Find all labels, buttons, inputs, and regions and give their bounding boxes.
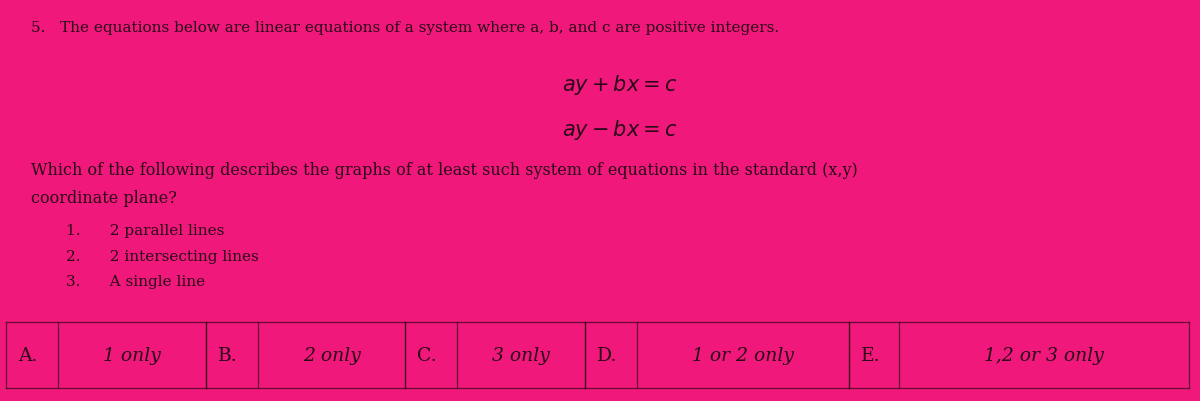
Text: 1 or 2 only: 1 or 2 only [692, 346, 794, 364]
Text: B.: B. [218, 346, 238, 364]
Text: coordinate plane?: coordinate plane? [31, 190, 178, 207]
Text: $ay + bx = c$: $ay + bx = c$ [563, 73, 678, 97]
Text: D.: D. [598, 346, 617, 364]
Text: 2.      2 intersecting lines: 2. 2 intersecting lines [66, 249, 259, 263]
Text: 3 only: 3 only [492, 346, 550, 364]
Text: 2 only: 2 only [302, 346, 360, 364]
Text: C.: C. [418, 346, 437, 364]
Text: $ay - bx = c$: $ay - bx = c$ [563, 117, 678, 141]
Text: 3.      A single line: 3. A single line [66, 275, 205, 289]
Text: 1 only: 1 only [103, 346, 161, 364]
Text: 1,2 or 3 only: 1,2 or 3 only [984, 346, 1104, 364]
Text: Which of the following describes the graphs of at least such system of equations: Which of the following describes the gra… [31, 162, 858, 179]
Text: 5.   The equations below are linear equations of a system where a, b, and c are : 5. The equations below are linear equati… [31, 21, 780, 35]
Text: A.: A. [18, 346, 37, 364]
Text: 1.      2 parallel lines: 1. 2 parallel lines [66, 223, 224, 237]
Text: E.: E. [862, 346, 881, 364]
